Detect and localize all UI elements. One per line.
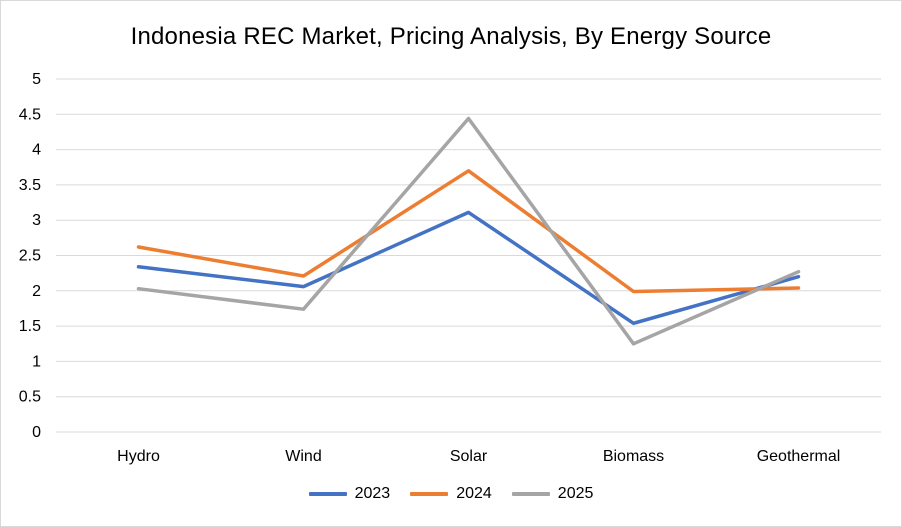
legend-label: 2024 — [456, 485, 492, 502]
y-tick-label: 1 — [32, 353, 41, 370]
chart-title: Indonesia REC Market, Pricing Analysis, … — [130, 23, 772, 50]
series-line-2025 — [136, 116, 801, 346]
y-tick-label: 0 — [32, 424, 41, 441]
x-tick-label-geothermal: Geothermal — [757, 448, 841, 465]
y-tick-label: 1.5 — [19, 318, 41, 335]
y-tick-label: 3.5 — [19, 177, 41, 194]
y-tick-label: 4 — [32, 142, 41, 159]
x-tick-label-solar: Solar — [450, 448, 488, 465]
legend-item-2024: 2024 — [410, 485, 492, 503]
y-axis-tick-labels: 0 0.5 1 1.5 2 2.5 3 3.5 4 4.5 5 — [19, 71, 41, 441]
y-tick-label: 5 — [32, 71, 41, 88]
legend-swatch — [511, 492, 550, 496]
legend: 2023 2024 2025 — [1, 485, 901, 503]
series-lines — [136, 116, 801, 346]
x-tick-label-wind: Wind — [285, 448, 321, 465]
legend-item-2025: 2025 — [511, 485, 594, 503]
y-tick-label: 0.5 — [19, 389, 41, 406]
legend-label: 2025 — [557, 485, 594, 502]
y-tick-label: 2.5 — [19, 248, 41, 265]
x-tick-label-hydro: Hydro — [117, 448, 160, 465]
gridlines — [56, 78, 881, 433]
legend-label: 2023 — [354, 485, 391, 502]
series-line-2023 — [136, 210, 801, 326]
legend-swatch — [410, 492, 449, 496]
legend-swatch — [308, 492, 347, 496]
legend-item-2023: 2023 — [308, 485, 391, 503]
y-tick-label: 4.5 — [19, 106, 41, 123]
series-line-2024 — [136, 169, 801, 294]
x-tick-label-biomass: Biomass — [603, 448, 664, 465]
y-tick-label: 3 — [32, 212, 41, 229]
y-tick-label: 2 — [32, 283, 41, 300]
x-axis-tick-labels: Hydro Wind Solar Biomass Geothermal — [117, 448, 840, 465]
